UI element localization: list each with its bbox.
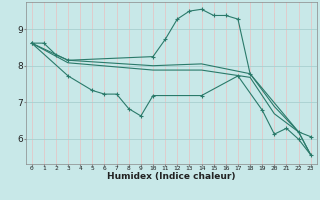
X-axis label: Humidex (Indice chaleur): Humidex (Indice chaleur)	[107, 172, 236, 181]
